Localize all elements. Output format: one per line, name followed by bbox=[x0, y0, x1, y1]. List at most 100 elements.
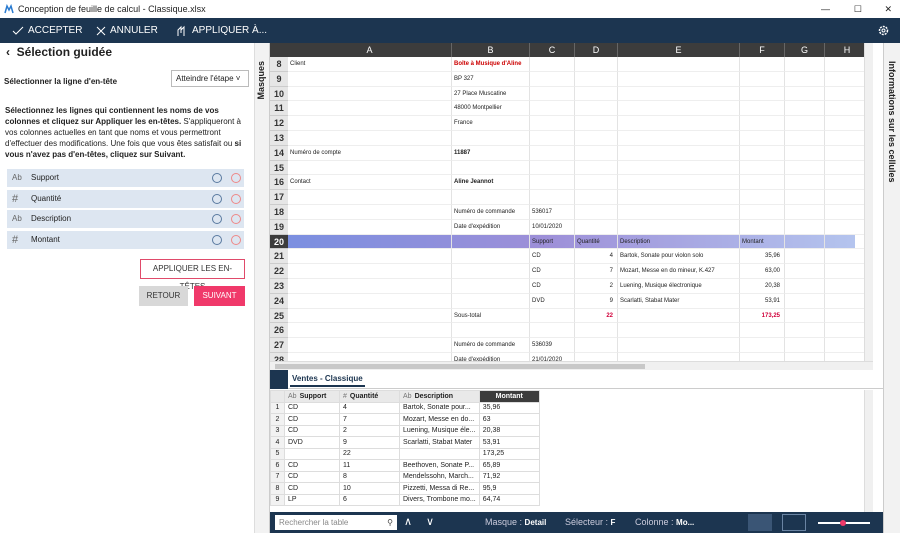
row-number: 8 bbox=[270, 57, 288, 72]
cell bbox=[740, 101, 785, 117]
guided-panel: ‹ Sélection guidée Sélectionner la ligne… bbox=[0, 43, 255, 533]
cell: CD bbox=[530, 264, 575, 279]
preview-cell: 95,9 bbox=[478, 482, 540, 495]
cell bbox=[618, 116, 740, 131]
value: Detail bbox=[524, 518, 547, 527]
cell bbox=[530, 308, 575, 324]
accept-button[interactable]: ACCEPTER bbox=[12, 18, 82, 43]
cancel-button[interactable]: ANNULER bbox=[96, 18, 158, 43]
preview-cell bbox=[284, 447, 340, 460]
scroll-thumb[interactable] bbox=[275, 364, 645, 369]
h-scrollbar[interactable] bbox=[270, 361, 873, 370]
column-header: Montant bbox=[478, 390, 540, 403]
close[interactable]: ✕ bbox=[884, 4, 892, 14]
maximize[interactable]: ☐ bbox=[853, 4, 862, 14]
sheet-tab[interactable]: Ventes - Classique bbox=[290, 372, 365, 387]
cell: Sous-total bbox=[452, 308, 530, 324]
cell bbox=[530, 190, 575, 205]
instruction-bold: Sélectionnez les lignes qui contiennent … bbox=[5, 106, 219, 126]
remove-icon[interactable] bbox=[231, 173, 241, 183]
remove-icon[interactable] bbox=[231, 193, 241, 204]
cell-info-tab[interactable]: Informations sur les cellules bbox=[887, 61, 897, 183]
cell: 536039 bbox=[530, 338, 575, 353]
preview-row: 8 CD 10 Pizzetti, Messa di Re... 95,9 bbox=[270, 482, 540, 495]
preview-cell: 4 bbox=[339, 401, 400, 414]
cell: 7 bbox=[575, 264, 618, 279]
v-scrollbar[interactable] bbox=[864, 390, 873, 512]
cell bbox=[288, 205, 452, 220]
step-dropdown[interactable]: Atteindre l'étape ˅ bbox=[171, 70, 249, 87]
prev[interactable]: ∧ bbox=[404, 516, 413, 528]
apply-headers-button[interactable]: APPLIQUER LES EN-TÊTES bbox=[140, 259, 245, 291]
cell bbox=[785, 86, 825, 102]
column-name: Montant bbox=[495, 392, 523, 400]
cell bbox=[618, 219, 740, 235]
edit-icon[interactable] bbox=[212, 214, 222, 224]
cell bbox=[618, 323, 740, 339]
search-box[interactable]: Rechercher la table ⚲ bbox=[275, 515, 397, 530]
masks-tab[interactable]: Masques bbox=[256, 61, 266, 100]
zoom-thumb[interactable] bbox=[840, 520, 846, 526]
cell bbox=[618, 205, 740, 220]
row-number: 15 bbox=[270, 160, 288, 176]
next-button[interactable]: SUIVANT bbox=[194, 286, 245, 306]
row-number: 20 bbox=[270, 234, 288, 250]
next[interactable]: ∨ bbox=[426, 516, 435, 528]
cell bbox=[740, 205, 785, 220]
remove-icon[interactable] bbox=[231, 234, 241, 245]
edit-icon[interactable] bbox=[212, 234, 222, 245]
mask-status: Masque : Detail bbox=[485, 517, 546, 527]
cell bbox=[618, 131, 740, 146]
cell bbox=[288, 219, 452, 235]
preview-row: 6 CD 11 Beethoven, Sonate P... 65,89 bbox=[270, 459, 540, 472]
edit-icon[interactable] bbox=[212, 193, 222, 204]
cell: Quantité bbox=[575, 234, 618, 250]
cell: 2 bbox=[575, 279, 618, 294]
row-index: 3 bbox=[270, 424, 285, 437]
apply-to-button[interactable]: APPLIQUER À... bbox=[176, 18, 267, 43]
edit-icon[interactable] bbox=[212, 173, 222, 183]
cell bbox=[740, 190, 785, 205]
cell: Support bbox=[530, 234, 575, 250]
preview-row: 9 LP 6 Divers, Trombone mo... 64,74 bbox=[270, 493, 540, 506]
cell: DVD bbox=[530, 293, 575, 309]
cell bbox=[530, 57, 575, 72]
cell bbox=[740, 219, 785, 235]
row-number: 22 bbox=[270, 264, 288, 279]
label: Colonne : bbox=[635, 517, 674, 527]
tab-icon[interactable] bbox=[270, 370, 288, 389]
header-row-highlight bbox=[288, 234, 855, 250]
cell bbox=[288, 264, 452, 279]
cell bbox=[740, 338, 785, 353]
preview-cell: CD bbox=[284, 482, 340, 495]
cell bbox=[530, 160, 575, 176]
instructions: Sélectionnez les lignes qui contiennent … bbox=[5, 105, 249, 160]
preview-cell: 53,91 bbox=[478, 436, 540, 449]
cell-info-panel: Informations sur les cellules bbox=[883, 43, 900, 533]
field-name: Quantité bbox=[31, 193, 62, 203]
row-number: 26 bbox=[270, 323, 288, 339]
cell bbox=[575, 71, 618, 87]
cell bbox=[288, 101, 452, 117]
preview-cell: Beethoven, Sonate P... bbox=[399, 459, 480, 472]
masks-strip: Masques bbox=[255, 43, 270, 533]
cell bbox=[785, 323, 825, 339]
cell bbox=[785, 71, 825, 87]
cell: Boîte à Musique d'Aline bbox=[452, 57, 530, 72]
cell bbox=[530, 175, 575, 191]
v-scrollbar[interactable] bbox=[864, 43, 873, 361]
back-button[interactable]: RETOUR bbox=[139, 286, 188, 306]
cell bbox=[288, 308, 452, 324]
remove-icon[interactable] bbox=[231, 214, 241, 224]
minimize[interactable]: — bbox=[821, 4, 830, 14]
column-type: Ab bbox=[288, 392, 297, 400]
cell bbox=[288, 279, 452, 294]
settings[interactable] bbox=[877, 24, 890, 37]
row-index: 9 bbox=[270, 493, 285, 506]
fit-toggle[interactable] bbox=[782, 514, 806, 531]
view-toggle[interactable] bbox=[748, 514, 772, 531]
cell bbox=[785, 264, 825, 279]
preview-cell: 10 bbox=[339, 482, 400, 495]
zoom-slider[interactable] bbox=[818, 520, 870, 526]
row-number: 24 bbox=[270, 293, 288, 309]
